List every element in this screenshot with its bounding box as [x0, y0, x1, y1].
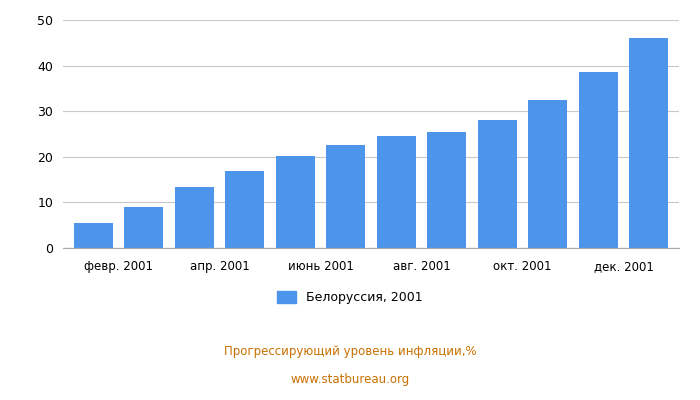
Bar — [326, 145, 365, 248]
Bar — [276, 156, 315, 248]
Bar — [225, 171, 265, 248]
Bar — [74, 223, 113, 248]
Bar — [427, 132, 466, 248]
Legend: Белоруссия, 2001: Белоруссия, 2001 — [272, 286, 428, 309]
Text: Прогрессирующий уровень инфляции,%: Прогрессирующий уровень инфляции,% — [224, 346, 476, 358]
Bar — [528, 100, 568, 248]
Bar — [124, 206, 164, 248]
Bar — [578, 72, 618, 248]
Bar — [629, 38, 668, 248]
Bar — [174, 187, 214, 248]
Bar — [477, 120, 517, 248]
Bar — [377, 136, 416, 248]
Text: www.statbureau.org: www.statbureau.org — [290, 374, 410, 386]
